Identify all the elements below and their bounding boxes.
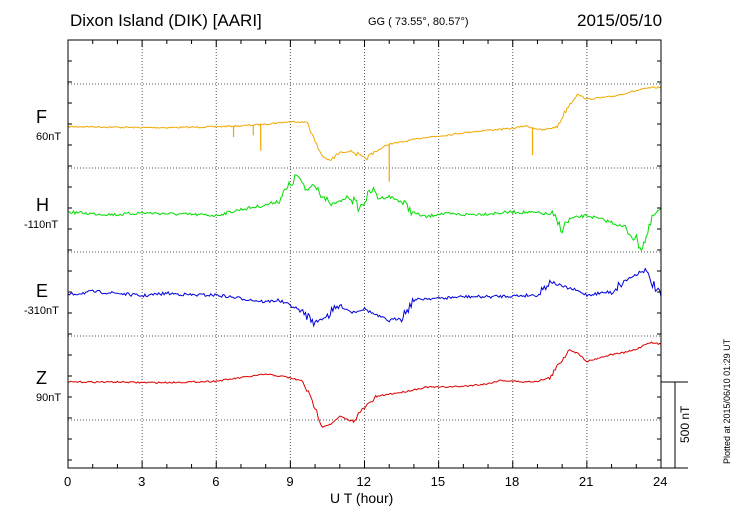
series-line-e bbox=[67, 267, 662, 328]
plot-frame bbox=[67, 39, 688, 469]
x-tick-label: 9 bbox=[286, 474, 294, 489]
plot-date: 2015/05/10 bbox=[577, 11, 663, 30]
grid-lines bbox=[68, 40, 661, 468]
x-tick-label: 24 bbox=[653, 474, 668, 489]
series-line-z bbox=[67, 341, 662, 428]
x-tick-label: 3 bbox=[138, 474, 146, 489]
component-offset-z: 90nT bbox=[36, 392, 62, 404]
component-label-e: E bbox=[36, 281, 49, 301]
series-line-f bbox=[67, 85, 662, 161]
station-title: Dixon Island (DIK) [AARI] bbox=[70, 11, 262, 30]
series-lines bbox=[67, 85, 662, 428]
x-tick-label: 21 bbox=[578, 474, 594, 489]
x-tick-label: 12 bbox=[356, 474, 371, 489]
axis-ticks bbox=[67, 40, 662, 468]
series-line-h bbox=[67, 174, 662, 252]
x-tick-label: 18 bbox=[504, 474, 520, 489]
x-tick-label: 0 bbox=[64, 474, 72, 489]
component-offset-f: 60nT bbox=[36, 131, 62, 143]
station-coordinates: GG ( 73.55°, 80.57°) bbox=[368, 16, 469, 28]
component-label-h: H bbox=[36, 195, 49, 215]
x-axis-label: U T (hour) bbox=[330, 490, 394, 506]
component-offset-h: -110nT bbox=[24, 219, 59, 231]
component-label-f: F bbox=[36, 107, 47, 127]
x-tick-label: 6 bbox=[212, 474, 220, 489]
component-offset-e: -310nT bbox=[24, 305, 59, 317]
x-tick-label: 15 bbox=[430, 474, 446, 489]
component-label-z: Z bbox=[36, 368, 47, 388]
